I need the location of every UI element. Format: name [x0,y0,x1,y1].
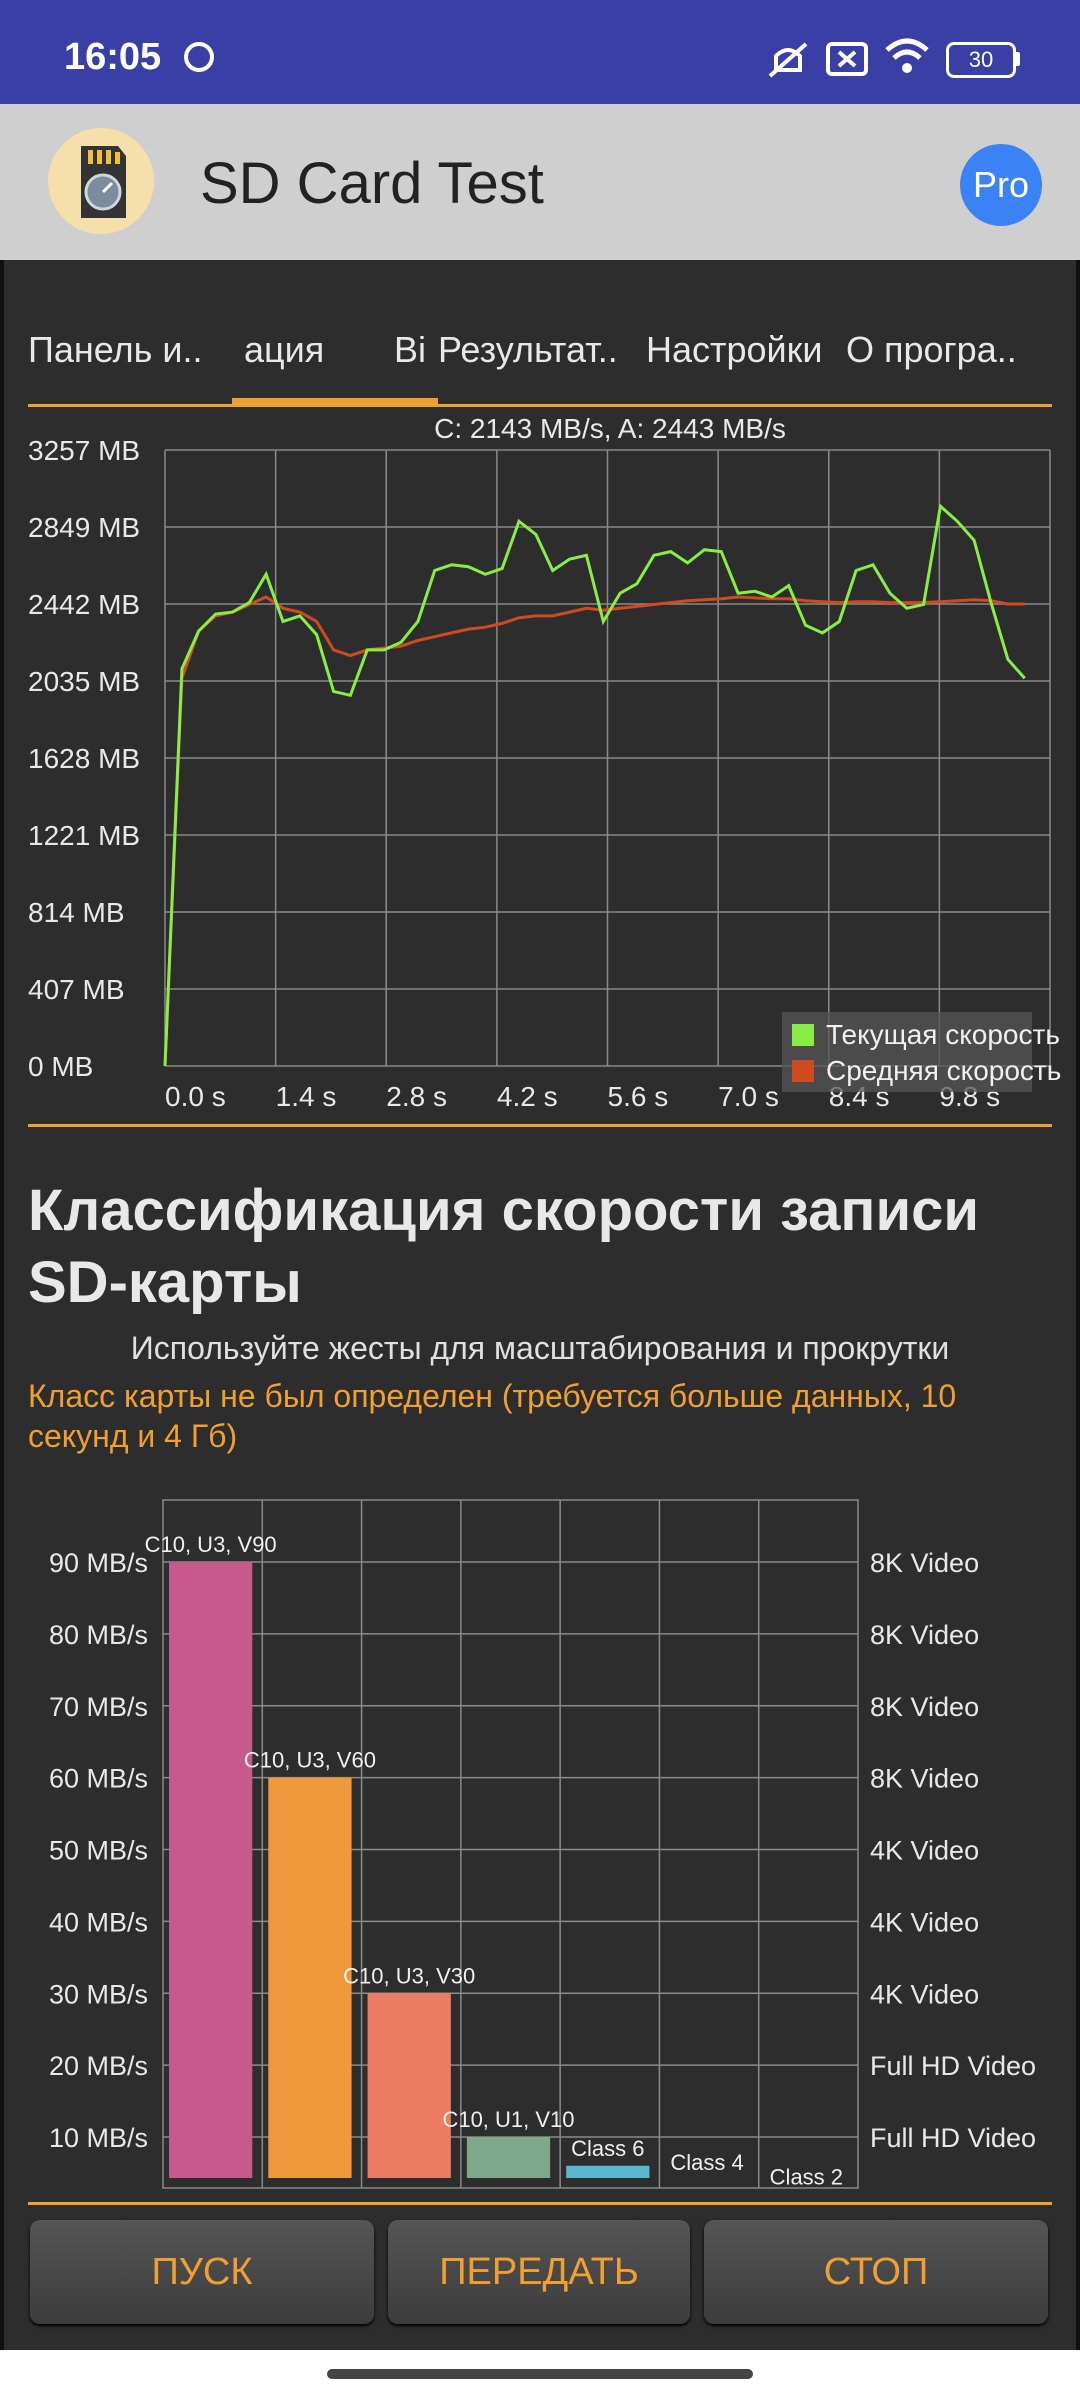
right-tick-label: 4K Video [870,1836,979,1866]
y-tick-label: 1628 MB [28,743,140,774]
bar-label: C10, U3, V60 [244,1748,376,1773]
bar-c10-u3-v90 [169,1562,253,2178]
right-tick-label: 8K Video [870,1548,979,1578]
right-tick-label: 4K Video [870,1979,979,2009]
y-tick-label: 0 MB [28,1051,93,1082]
status-time: 16:05 [64,36,162,78]
tab-settings[interactable]: Настройки [646,329,823,370]
right-tick-label: Full HD Video [870,2051,1036,2081]
legend-swatch-current [792,1024,814,1046]
bar-c10-u1-v10 [466,2137,551,2178]
y-tick-label: 2442 MB [28,589,140,620]
bar-label: Class 2 [770,2165,843,2190]
no-sim-icon [826,42,868,76]
battery-icon: 30 [946,42,1016,78]
wifi-icon [885,38,929,73]
tab-visualization[interactable]: ация [244,329,325,370]
y-tick-label: 80 MB/s [49,1620,148,1650]
app-logo-icon [48,128,154,234]
class-warning: Класс карты не был определен (требуется … [28,1378,957,1454]
right-tick-label: 8K Video [870,1692,979,1722]
bar-label: C10, U1, V10 [442,2107,574,2132]
y-tick-label: 20 MB/s [49,2051,148,2081]
bar-class-6 [566,2165,650,2178]
series-line-current [163,503,1026,1067]
y-tick-label: 2035 MB [28,666,140,697]
chart-divider [28,1124,1052,1127]
tabs-divider [28,404,1052,407]
bar-label: C10, U3, V90 [145,1532,277,1557]
tab-results[interactable]: Результат.. [438,329,618,370]
x-tick-label: 0.0 s [165,1081,226,1112]
bar-c10-u3-v60 [268,1777,352,2178]
bar-label: C10, U3, V30 [343,1963,475,1988]
tab-bar[interactable]: Панель и.. ация Ві Результат.. Настройки… [0,325,1080,405]
battery-level: 30 [968,47,994,72]
y-tick-label: 814 MB [28,897,125,928]
class-bar-chart[interactable]: 10 MB/s 20 MB/s 30 MB/s 40 MB/s 50 MB/s 60 MB… [0,1490,1080,2190]
bar-label: Class 6 [571,2136,644,2161]
y-tick-label: 1221 MB [28,820,140,851]
gesture-hint: Используйте жесты для масштабирования и … [130,1330,950,1366]
bar-label: Class 4 [670,2150,743,2175]
y-tick-label: 2849 MB [28,512,140,543]
right-tick-label: Full HD Video [870,2123,1036,2153]
y-tick-label: 60 MB/s [49,1764,148,1794]
speed-chart-title: C: 2143 MB/s, A: 2443 MB/s [434,413,786,444]
tab-partial[interactable]: Ві [394,329,427,370]
y-tick-label: 70 MB/s [49,1692,148,1722]
right-tick-label: 8K Video [870,1764,979,1794]
transfer-button[interactable]: ПЕРЕДАТЬ [388,2220,690,2324]
y-tick-label: 10 MB/s [49,2123,148,2153]
y-tick-label: 50 MB/s [49,1836,148,1866]
y-tick-label: 40 MB/s [49,1907,148,1937]
app-bar: SD Card Test Pro [0,104,1080,260]
bar-c10-u3-v30 [367,1993,451,2178]
x-tick-label: 2.8 s [386,1081,447,1112]
y-tick-label: 407 MB [28,974,125,1005]
status-bar: 16:05 30 [0,0,1080,104]
legend-swatch-average [792,1060,814,1082]
navigation-bar [0,2350,1080,2400]
y-tick-label: 30 MB/s [49,1979,148,2009]
mute-icon [768,42,808,78]
speed-legend: Текущая скорость Средняя скорость [782,1012,1061,1092]
bar-chart-frame [162,1499,859,2189]
home-gesture-handle[interactable] [327,2369,753,2379]
series-line-average [163,595,1025,1067]
y-tick-label: 3257 MB [28,435,140,466]
location-icon [184,42,214,72]
tab-about[interactable]: О програ.. [846,329,1017,370]
speed-line-chart[interactable]: 0 MB 407 MB 814 MB 1221 MB 1628 MB 2035 MB 244… [0,412,1080,1112]
y-tick-label: 90 MB/s [49,1548,148,1578]
app-title: SD Card Test [200,151,544,216]
x-tick-label: 5.6 s [608,1081,669,1112]
tab-indicator [232,398,438,404]
x-tick-label: 1.4 s [276,1081,337,1112]
battery-tip [1014,52,1020,66]
legend-label-average: Средняя скорость [826,1055,1061,1086]
pro-button[interactable]: Pro [960,144,1042,226]
stop-button[interactable]: СТОП [704,2220,1048,2324]
right-tick-label: 4K Video [870,1907,979,1937]
legend-label-current: Текущая скорость [826,1019,1060,1050]
tab-dashboard[interactable]: Панель и.. [28,329,203,370]
buttons-divider [28,2202,1052,2205]
x-tick-label: 4.2 s [497,1081,558,1112]
x-tick-label: 7.0 s [718,1081,779,1112]
legend-background [782,1012,1032,1092]
classification-title: Классификация скорости записи SD-карты [28,1178,980,1315]
start-button[interactable]: ПУСК [30,2220,374,2324]
right-tick-label: 8K Video [870,1620,979,1650]
